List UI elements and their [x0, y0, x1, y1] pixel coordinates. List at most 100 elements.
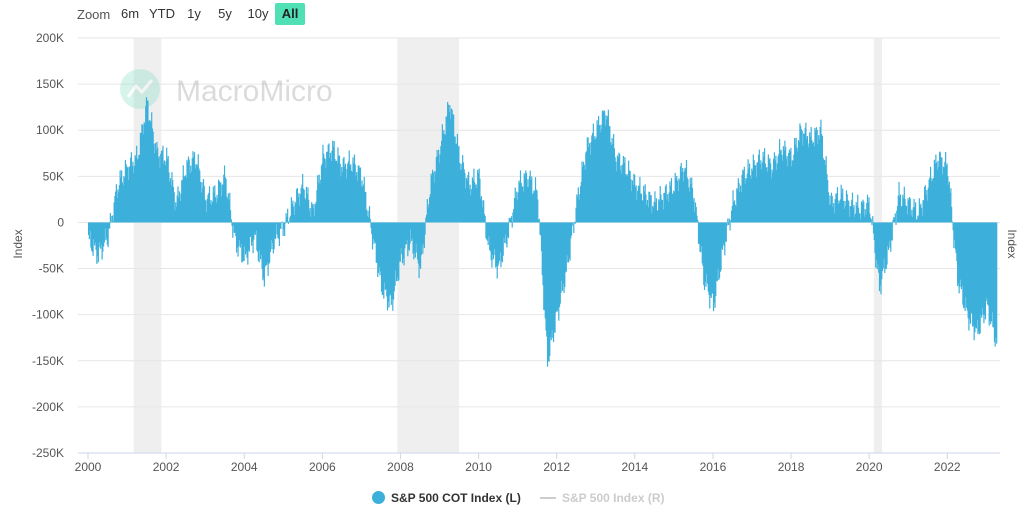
bar: [380, 222, 382, 272]
bar: [610, 145, 612, 223]
bar: [793, 154, 795, 223]
bar: [886, 222, 888, 265]
bar: [112, 221, 114, 223]
bar: [516, 199, 519, 223]
bar: [458, 145, 460, 223]
y-tick-label: 0: [57, 215, 64, 229]
bar: [169, 178, 172, 223]
bar: [365, 191, 367, 223]
bar: [544, 222, 546, 319]
bar: [735, 206, 737, 223]
bar: [542, 222, 544, 286]
bar: [993, 222, 995, 328]
bar: [392, 222, 395, 300]
bar: [386, 222, 388, 297]
bar: [993, 222, 996, 342]
bar: [445, 116, 447, 223]
bar: [902, 198, 905, 223]
y-tick-label: -200K: [32, 400, 64, 414]
bar: [879, 222, 881, 286]
bar: [491, 222, 493, 268]
bar: [760, 160, 762, 223]
bar: [961, 222, 963, 286]
bar: [812, 143, 814, 223]
bar: [951, 206, 953, 223]
bar: [713, 222, 715, 303]
bar: [995, 222, 997, 339]
bar: [919, 205, 921, 223]
bar: [469, 184, 471, 223]
bar: [709, 222, 712, 296]
bar: [558, 222, 560, 321]
bar: [456, 133, 458, 223]
bar: [585, 152, 587, 223]
bar: [430, 173, 432, 223]
bar: [509, 217, 511, 223]
bar: [467, 175, 469, 223]
bar: [662, 209, 664, 223]
bar: [408, 222, 410, 251]
bar: [109, 222, 111, 229]
bar: [275, 222, 277, 240]
bar: [108, 222, 110, 229]
bar: [696, 215, 698, 223]
bar: [842, 200, 845, 223]
bar: [751, 170, 754, 223]
bar: [652, 207, 655, 223]
bar: [994, 222, 996, 347]
bar: [864, 209, 866, 223]
bar: [812, 142, 815, 223]
bar: [321, 163, 323, 223]
bar: [590, 142, 592, 223]
zoom-5y-button[interactable]: 5y: [218, 6, 232, 21]
bar: [300, 187, 302, 223]
bar: [726, 222, 728, 226]
bar: [921, 215, 923, 223]
bar: [365, 209, 368, 223]
bar: [235, 222, 237, 237]
bar: [947, 176, 949, 223]
bar: [302, 188, 305, 223]
zoom-all-button[interactable]: All: [275, 3, 305, 25]
bar: [176, 195, 178, 223]
bar: [927, 187, 929, 223]
bar: [132, 161, 134, 223]
bar: [407, 222, 409, 257]
bar: [622, 155, 624, 223]
zoom-10y-button[interactable]: 10y: [247, 6, 269, 21]
bar: [157, 158, 160, 223]
bar: [492, 222, 495, 260]
bar: [540, 222, 543, 252]
bar: [269, 222, 271, 263]
bar: [435, 157, 437, 223]
bar: [643, 191, 646, 223]
bar: [507, 222, 510, 239]
bar: [682, 167, 684, 223]
zoom-6m-button[interactable]: 6m: [120, 6, 140, 21]
y-tick-label: -100K: [32, 308, 64, 322]
bar: [246, 222, 248, 258]
y-tick-label: 150K: [36, 77, 64, 91]
bar: [640, 193, 643, 223]
x-tick-label: 2008: [387, 460, 414, 474]
bar: [368, 206, 371, 223]
bar: [443, 130, 445, 223]
zoom-ytd-button[interactable]: YTD: [149, 6, 175, 21]
bar: [876, 222, 878, 270]
bar: [539, 222, 541, 235]
bar: [468, 188, 471, 223]
bar: [130, 152, 133, 223]
bar: [133, 166, 136, 223]
bar: [413, 222, 415, 260]
bar: [773, 158, 775, 223]
x-tick-label: 2012: [543, 460, 570, 474]
zoom-1y-button[interactable]: 1y: [187, 6, 201, 21]
bar: [273, 222, 275, 250]
bar: [745, 178, 747, 223]
bar: [638, 185, 640, 223]
bar: [688, 191, 691, 223]
bar: [945, 165, 947, 223]
bar: [608, 125, 610, 223]
bar: [462, 155, 464, 223]
bar: [920, 207, 923, 223]
